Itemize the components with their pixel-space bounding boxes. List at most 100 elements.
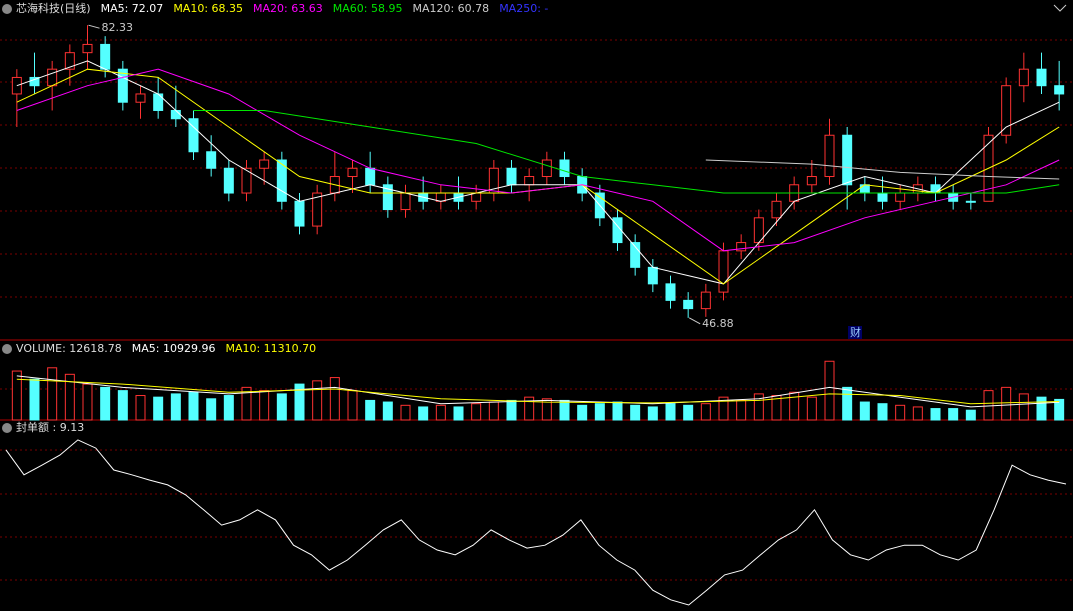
volume-bar (665, 403, 676, 421)
ma-line (16, 378, 1060, 405)
volume-bar (895, 404, 906, 421)
volume-bar (29, 378, 40, 421)
max-price-label: 82.33 (102, 21, 134, 34)
volume-bar (577, 404, 588, 421)
panel-title: VOLUME: 12618.78 (16, 342, 122, 355)
candle-body (347, 167, 358, 178)
volume-bar (524, 396, 535, 421)
volume-bar (223, 395, 234, 421)
legend-entry: MA250: - (499, 2, 548, 15)
volume-bar (700, 403, 711, 421)
event-marker: 财 (850, 325, 861, 339)
volume-bar (859, 401, 870, 421)
volume-bar (329, 377, 340, 421)
volume-bar (806, 396, 817, 421)
event-box (848, 326, 862, 339)
volume-bar (294, 383, 305, 421)
candle-body (506, 167, 517, 186)
indicator-line (5, 439, 1067, 606)
legend-entry: MA60: 58.95 (333, 2, 403, 15)
panel-menu-icon[interactable] (2, 344, 12, 354)
legend-entry: MA20: 63.63 (253, 2, 323, 15)
volume-bar (453, 406, 464, 421)
candle-body (824, 134, 835, 178)
candle-body (100, 43, 111, 70)
candle-body (365, 167, 376, 186)
volume-bar (47, 367, 58, 421)
volume-bar (630, 404, 641, 421)
volume-bar (1001, 386, 1012, 421)
candle-body (842, 134, 853, 186)
panel-menu-icon[interactable] (2, 4, 12, 14)
legend-entry: MA5: 10929.96 (132, 342, 216, 355)
max-arrow (88, 24, 100, 29)
candle-body (188, 118, 199, 153)
candle-body (206, 151, 217, 169)
candle-body (1018, 68, 1029, 87)
candle-body (965, 200, 976, 203)
volume-bar (471, 403, 482, 421)
volume-bar (312, 380, 323, 421)
volume-bar (11, 370, 22, 421)
volume-bar (347, 390, 358, 421)
candle-body (683, 299, 694, 310)
candle-body (612, 217, 623, 244)
candle-body (382, 184, 393, 211)
candle-body (736, 242, 747, 252)
volume-bar (135, 395, 146, 421)
volume-bar (965, 409, 976, 421)
candle-body (223, 167, 234, 194)
candle-body (294, 200, 305, 227)
volume-bar (1018, 393, 1029, 421)
volume-bar (753, 393, 764, 421)
volume-bar (64, 373, 75, 421)
volume-bar (789, 391, 800, 421)
ma-line (705, 159, 1060, 180)
collapse-icon[interactable] (1053, 4, 1067, 12)
ma-line (16, 60, 1060, 285)
volume-bar (365, 399, 376, 421)
candle-body (859, 184, 870, 194)
volume-bar (912, 406, 923, 421)
min-arrow (688, 317, 701, 325)
volume-bar (259, 390, 270, 421)
volume-bar (948, 408, 959, 421)
ma-line (16, 68, 1060, 252)
volume-bar (1036, 396, 1047, 421)
candle-body (541, 159, 552, 178)
volume-bar (400, 404, 411, 421)
volume-bar (647, 406, 658, 421)
volume-bar (718, 396, 729, 421)
volume-bar (382, 401, 393, 421)
legend-entry: MA5: 72.07 (101, 2, 164, 15)
volume-bar (683, 404, 694, 421)
candle-body (700, 291, 711, 310)
candle-body (771, 200, 782, 219)
candle-body (135, 93, 146, 103)
ma-line (193, 110, 1060, 194)
volume-bar (435, 404, 446, 421)
candle-body (241, 167, 252, 194)
candle-body (895, 192, 906, 202)
candle-body (276, 159, 287, 202)
volume-bar (736, 399, 747, 421)
volume-bar (276, 393, 287, 421)
candle-body (400, 192, 411, 211)
volume-bar (541, 398, 552, 421)
volume-bar (559, 399, 570, 421)
volume-bar (117, 390, 128, 421)
volume-bar (488, 401, 499, 421)
candle-body (718, 250, 729, 293)
candle-body (1036, 68, 1047, 87)
panel-menu-icon[interactable] (2, 423, 12, 433)
volume-bar (418, 406, 429, 421)
candle-body (64, 52, 75, 70)
volume-bar (506, 399, 517, 421)
volume-bar (877, 403, 888, 421)
candle-body (259, 159, 270, 169)
volume-bar (930, 408, 941, 421)
candle-body (877, 192, 888, 202)
legend-entry: MA10: 11310.70 (225, 342, 316, 355)
candle-body (1054, 85, 1065, 95)
